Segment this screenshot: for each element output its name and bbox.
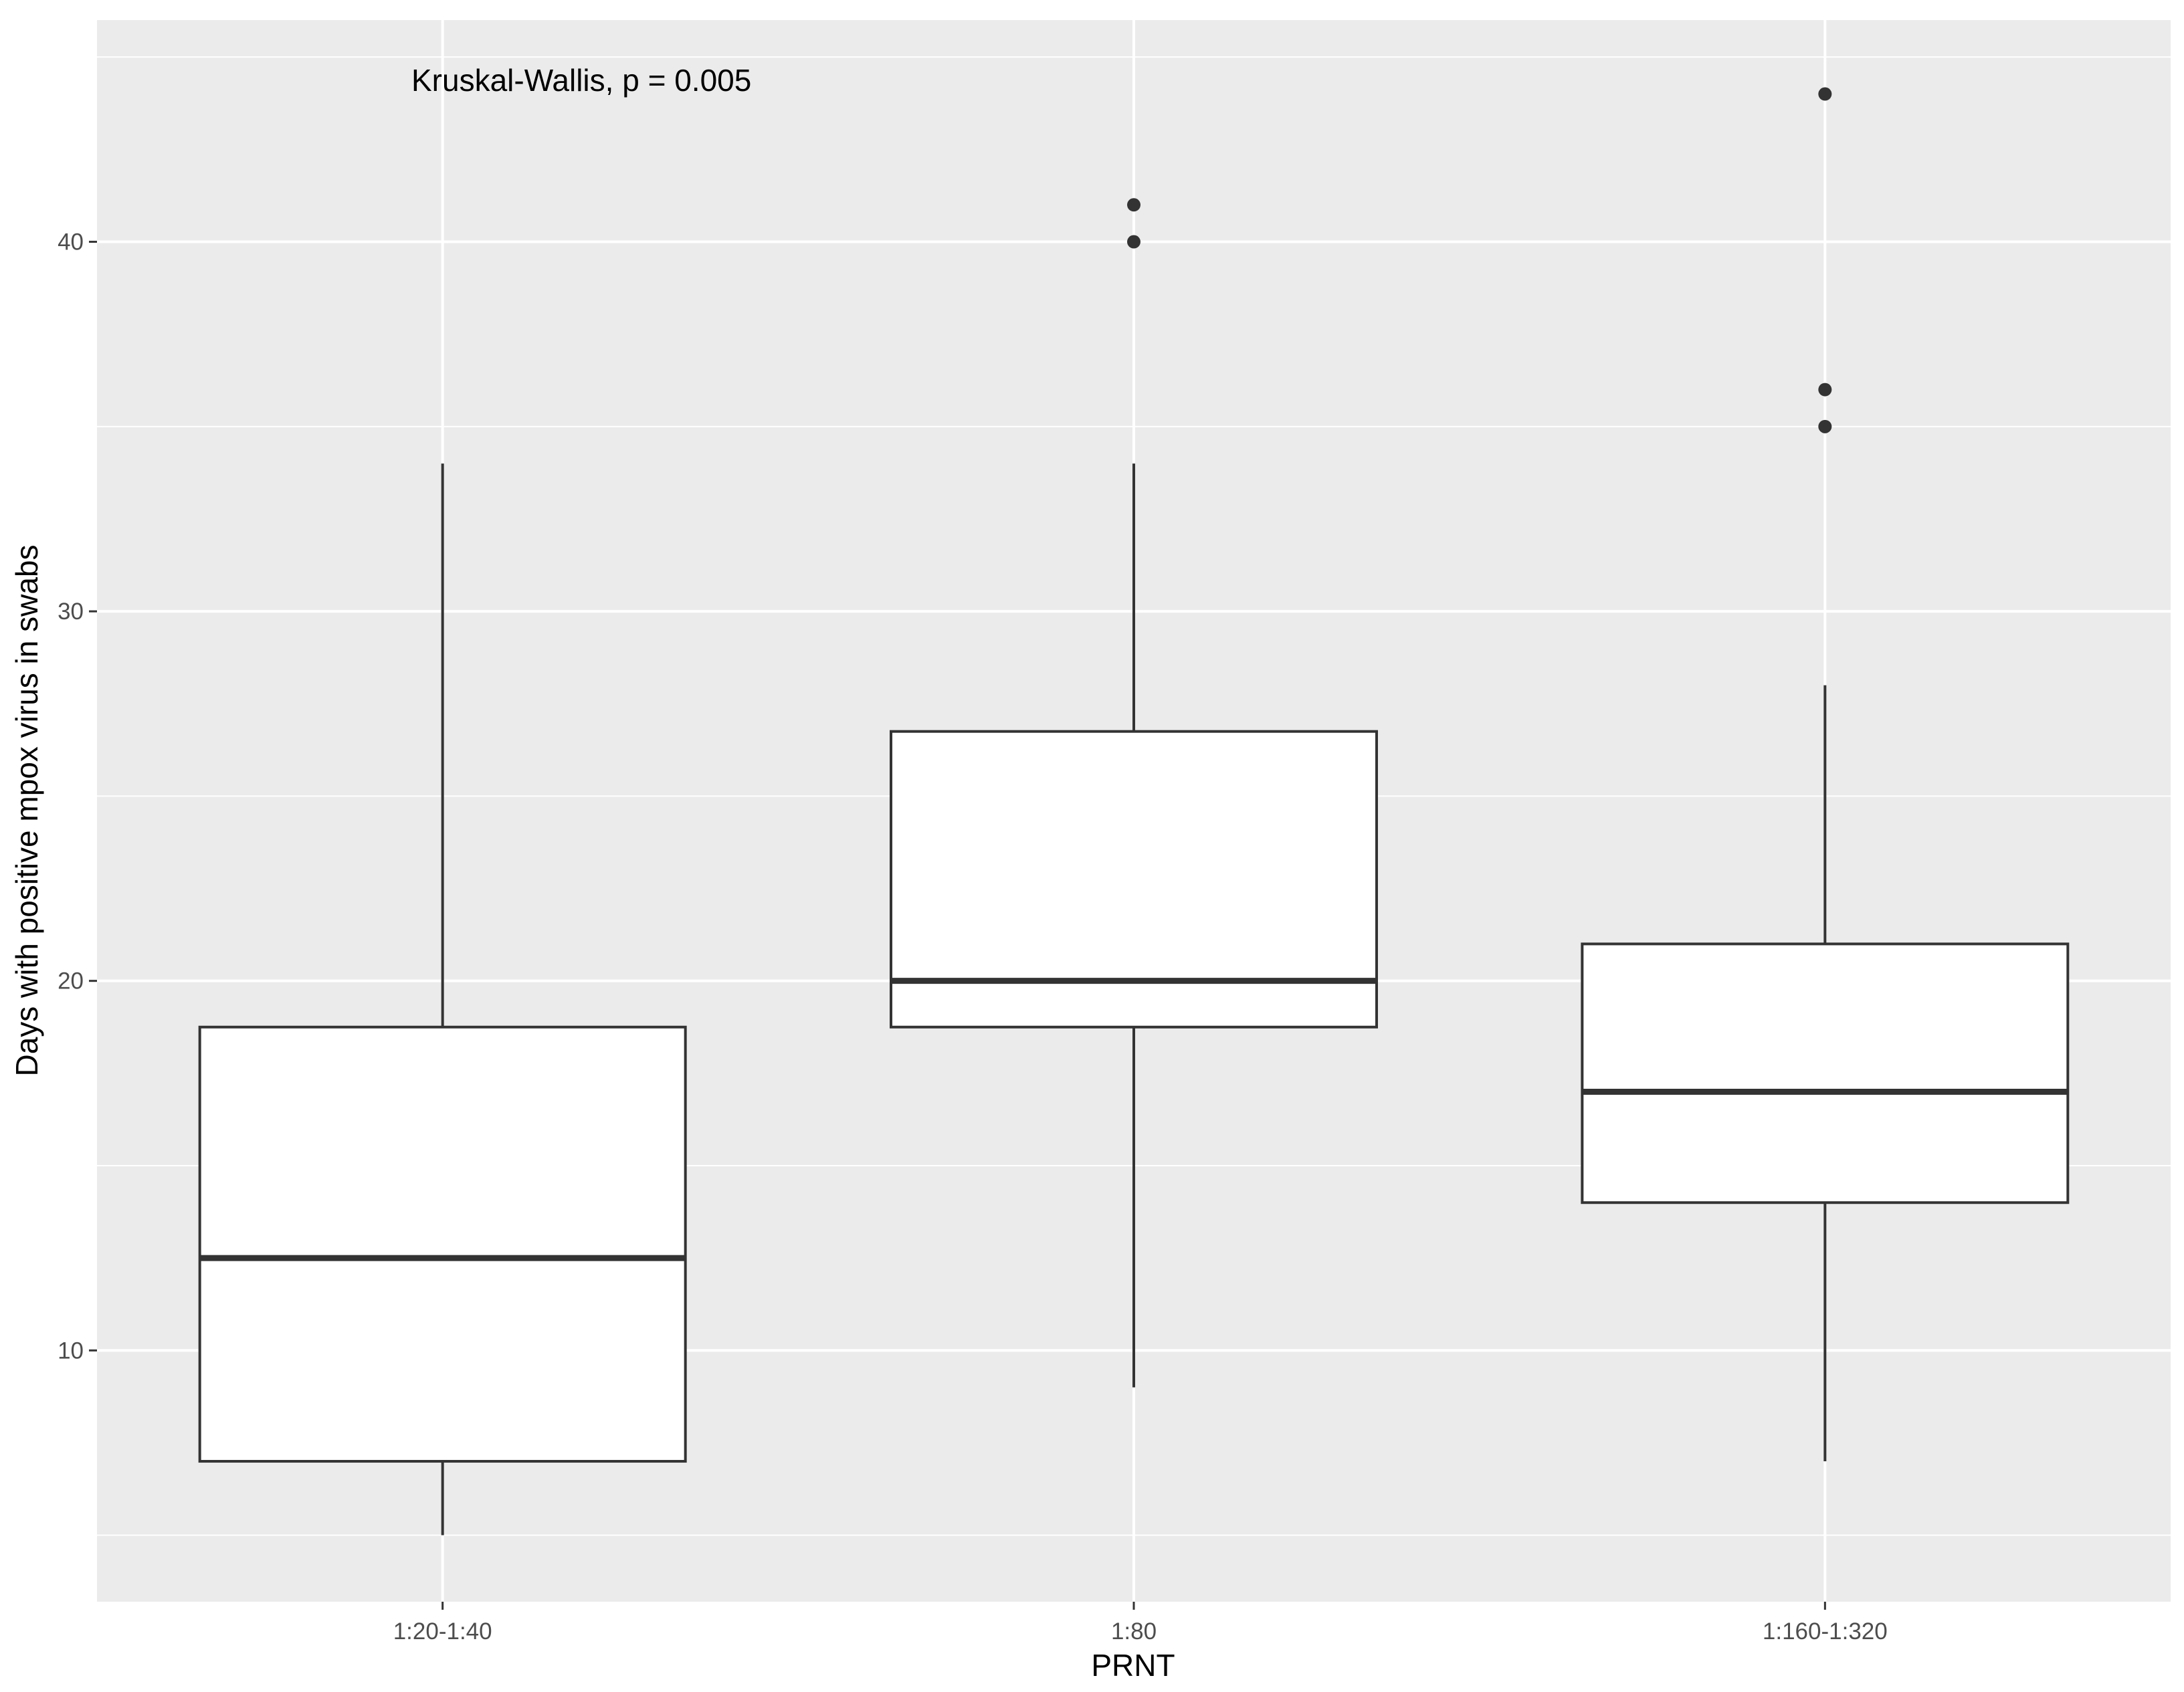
- y-tick-label: 20: [58, 968, 84, 994]
- x-tick-label: 1:80: [1111, 1618, 1157, 1645]
- outlier-points: [1127, 87, 1832, 433]
- y-tick-label: 10: [58, 1338, 84, 1364]
- box-1:20-1:40: [198, 463, 687, 1536]
- y-axis: 10 20 30 40: [58, 229, 97, 1364]
- box-iqr: [198, 1025, 687, 1463]
- outlier-point: [1818, 87, 1832, 101]
- box-1:160-1:320: [1581, 685, 2070, 1462]
- outlier-point: [1127, 198, 1140, 212]
- x-axis: 1:20-1:40 1:80 1:160-1:320: [393, 1602, 1888, 1645]
- x-axis-title: PRNT: [1091, 1648, 1175, 1683]
- outlier-point: [1818, 383, 1832, 397]
- x-tick-label: 1:20-1:40: [393, 1618, 492, 1645]
- y-axis-title: Days with positive mpox virus in swabs: [9, 544, 44, 1076]
- box-series: [198, 463, 2070, 1536]
- kruskal-wallis-annotation: Kruskal-Wallis, p = 0.005: [411, 63, 751, 98]
- box-iqr: [890, 730, 1378, 1029]
- y-tick-label: 30: [58, 599, 84, 625]
- outlier-point: [1127, 235, 1140, 249]
- y-tick-label: 40: [58, 229, 84, 255]
- box-1:80: [890, 463, 1378, 1388]
- x-tick-label: 1:160-1:320: [1763, 1618, 1888, 1645]
- outlier-point: [1818, 419, 1832, 433]
- box-iqr: [1581, 942, 2070, 1204]
